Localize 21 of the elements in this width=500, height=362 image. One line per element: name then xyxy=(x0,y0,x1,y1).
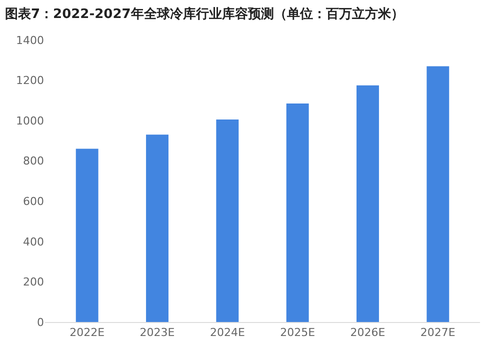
y-tick-label: 600 xyxy=(23,194,44,208)
bar xyxy=(216,120,239,322)
bar xyxy=(356,85,379,322)
x-tick-label: 2025E xyxy=(280,326,316,340)
bar xyxy=(426,66,450,322)
bar xyxy=(286,103,309,322)
y-tick-label: 1400 xyxy=(16,34,44,47)
x-tick-label: 2023E xyxy=(140,326,175,340)
y-tick-label: 1200 xyxy=(16,74,44,88)
x-tick-label: 2024E xyxy=(210,326,245,340)
y-tick-label: 400 xyxy=(23,235,44,248)
bar xyxy=(146,134,168,322)
bar xyxy=(76,148,98,322)
y-tick-label: 0 xyxy=(37,316,44,329)
x-tick-label: 2027E xyxy=(420,326,456,340)
y-tick-label: 1000 xyxy=(16,114,44,128)
chart-title: 图表7：2022-2027年全球冷库行业库容预测（单位：百万立方米） xyxy=(5,6,404,22)
x-tick-label: 2026E xyxy=(350,326,386,340)
y-tick-label: 800 xyxy=(23,154,44,168)
y-tick-label: 200 xyxy=(23,276,44,289)
x-tick-label: 2022E xyxy=(70,326,105,340)
